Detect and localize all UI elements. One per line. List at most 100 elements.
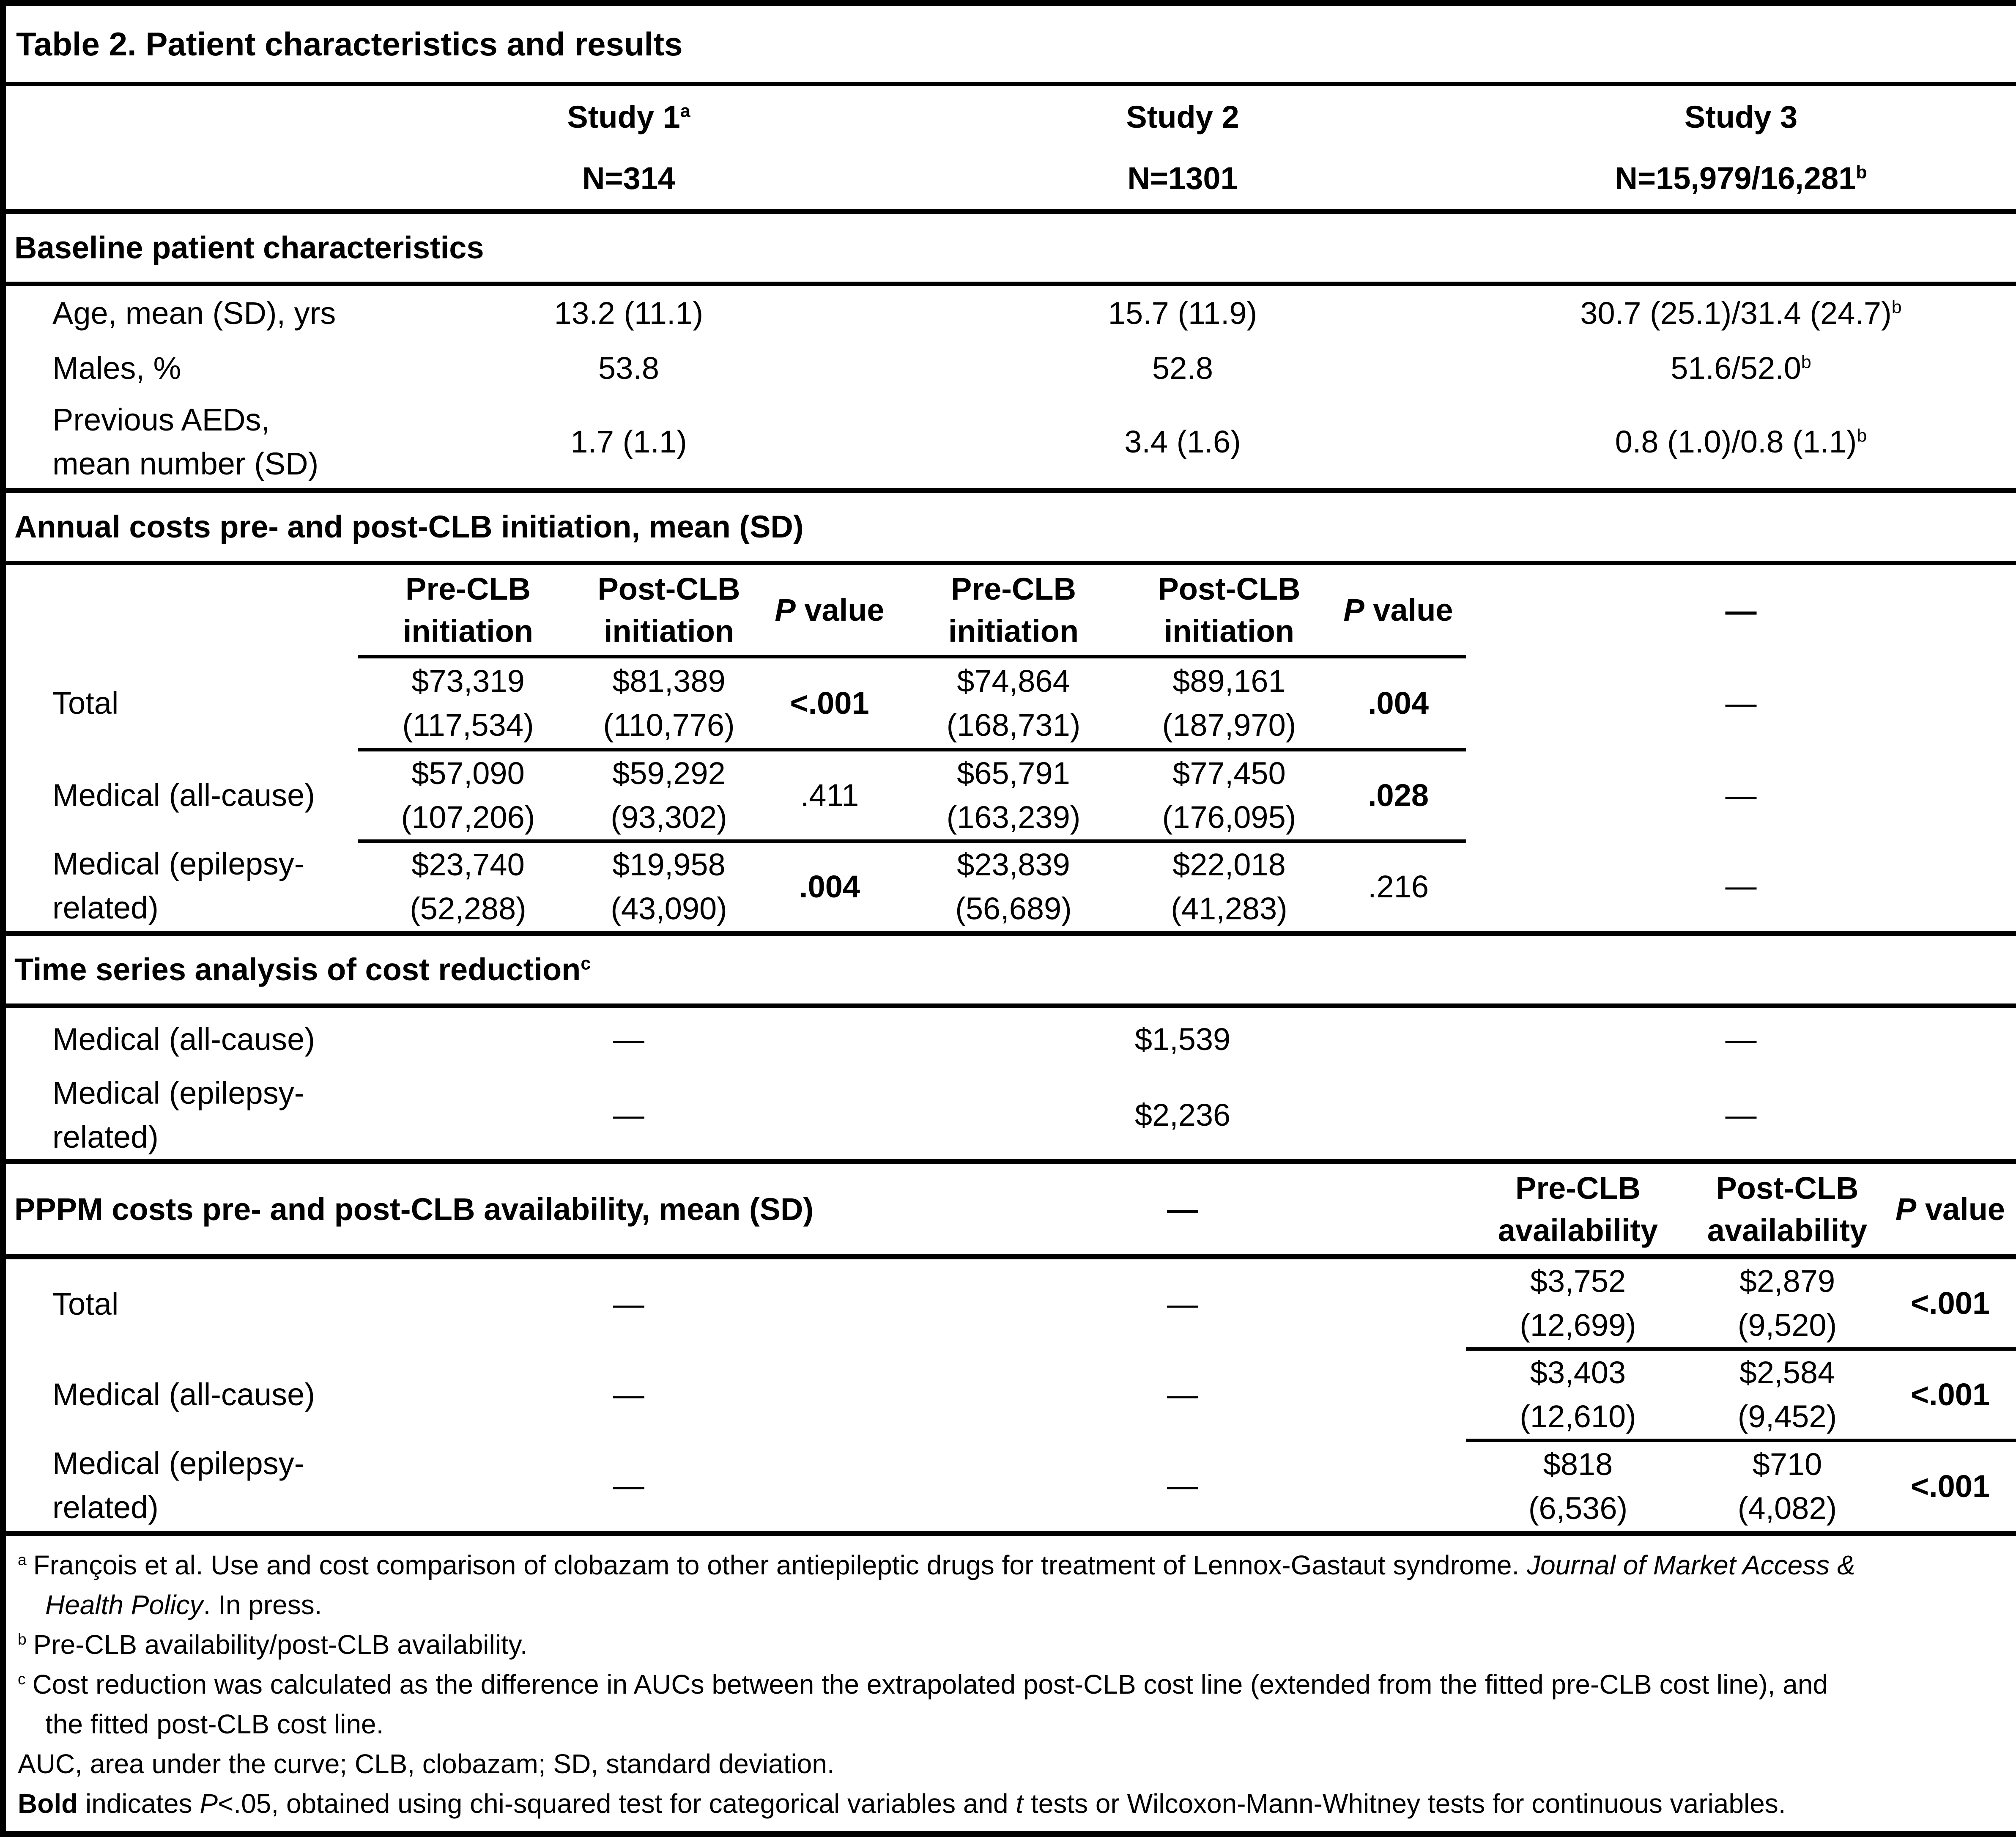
allcause-s1-post-value: $59,292: [612, 756, 726, 791]
footnote-bold-word: Bold: [18, 1788, 78, 1819]
allcause-s3-dash: —: [1725, 778, 1757, 813]
row-label-medical-epilepsy: Medical (epilepsy-related): [3, 841, 358, 936]
study2-p-value-header: P value: [1331, 563, 1466, 658]
footnote-b: b Pre-CLB availability/post-CLB availabil…: [18, 1625, 2004, 1664]
pppm-allcause-row: Medical (all-cause) — — $3,403 (12,610) $…: [3, 1349, 2016, 1442]
pppm-epilepsy-post: $710 (4,082): [1690, 1440, 1885, 1536]
allcause-s2-p: .028: [1331, 750, 1466, 843]
total-s2-post-value: $89,161: [1172, 664, 1286, 699]
study3-p-value-header: P value: [1885, 1162, 2016, 1259]
pppm-total-post-value: $2,879: [1739, 1264, 1835, 1299]
total-s1-post-value: $81,389: [612, 664, 726, 699]
epilepsy-s3-dash: —: [1466, 841, 2016, 936]
study2-header: Study 2 N=1301: [899, 84, 1466, 214]
ts-row-label-epilepsy: Medical (epilepsy-related): [3, 1071, 358, 1164]
annual-subheader-empty: [3, 563, 358, 657]
ts-epilepsy-study1: —: [358, 1071, 899, 1164]
row-label-previous-aeds: Previous AEDs, mean number (SD): [3, 396, 358, 493]
epilepsy-s1-pre: $23,740 (52,288): [358, 841, 578, 936]
age-row: Age, mean (SD), yrs 13.2 (11.1) 15.7 (11…: [3, 284, 2016, 341]
pppm-total-s1-dash: —: [613, 1286, 644, 1322]
timeseries-allcause-row: Medical (all-cause) — $1,539 —: [3, 1006, 2016, 1071]
pppm-epilepsy-post-value: $710: [1752, 1447, 1822, 1482]
study1-footnote-marker: a: [680, 101, 690, 121]
study2-p-rest: value: [1364, 592, 1453, 628]
total-s2-pre: $74,864 (168,731): [899, 657, 1128, 751]
allcause-s1-pre: $57,090 (107,206): [358, 750, 578, 843]
study3-footnote-marker: b: [1856, 162, 1867, 183]
total-s2-post: $89,161 (187,970): [1128, 657, 1331, 751]
study1-name: Study 1a: [367, 86, 891, 148]
epilepsy-s1-post-value: $19,958: [612, 847, 726, 882]
study2-name: Study 2: [1126, 99, 1239, 134]
footnote-b-marker: b: [18, 1630, 27, 1648]
pppm-allcause-pre: $3,403 (12,610): [1466, 1349, 1690, 1442]
previous-aeds-row: Previous AEDs, mean number (SD) 1.7 (1.1…: [3, 396, 2016, 493]
pppm-total-row: Total — — $3,752 (12,699) $2,879 (9,520) <…: [3, 1257, 2016, 1351]
allcause-s1-post: $59,292 (93,302): [578, 750, 760, 843]
pppm-total-p: <.001: [1885, 1257, 2016, 1351]
allcause-s2-post-sd: (176,095): [1162, 800, 1296, 835]
footnote-bold-end: tests or Wilcoxon-Mann-Whitney tests for…: [1023, 1788, 1786, 1819]
allcause-s1-p: .411: [760, 750, 899, 843]
table-title: Table 2. Patient characteristics and res…: [3, 3, 2016, 86]
epilepsy-s2-pre-sd: (56,689): [955, 891, 1072, 926]
footnote-c-marker: c: [18, 1670, 26, 1688]
study1-p-italic: P: [775, 592, 796, 628]
pppm-row-label-epilepsy: Medical (epilepsy-related): [3, 1440, 358, 1536]
footnote-a: a François et al. Use and cost comparison…: [18, 1545, 2004, 1625]
row-label-males: Males, %: [52, 351, 181, 386]
study1-label: Study 1: [567, 99, 680, 134]
timeseries-footnote-marker: c: [581, 953, 591, 974]
total-s1-p: <.001: [760, 657, 899, 751]
timeseries-section-row: Time series analysis of cost reductionc: [3, 933, 2016, 1008]
males-study3: 51.6/52.0b: [1466, 341, 2016, 396]
corner-cell: [3, 84, 358, 214]
pppm-epilepsy-s2-dash: —: [899, 1440, 1466, 1536]
pppm-epilepsy-pre: $818 (6,536): [1466, 1440, 1690, 1536]
total-s2-p: .004: [1331, 657, 1466, 751]
aeds-study1: 1.7 (1.1): [358, 396, 899, 493]
footnote-bold-note: Bold indicates P<.05, obtained using chi…: [18, 1784, 2004, 1823]
study3-n: N=15,979/16,281b: [1474, 148, 2008, 206]
row-label-total: Total: [52, 685, 119, 721]
epilepsy-s1-pre-value: $23,740: [411, 847, 525, 882]
ts-epilepsy-study3: —: [1466, 1071, 2016, 1164]
annual-medical-epilepsy-row: Medical (epilepsy-related) $23,740 (52,28…: [3, 841, 2016, 936]
pppm-epilepsy-post-sd: (4,082): [1737, 1491, 1837, 1526]
epilepsy-s2-pre: $23,839 (56,689): [899, 841, 1128, 936]
pppm-allcause-pre-sd: (12,610): [1520, 1399, 1636, 1434]
pppm-section-title: PPPM costs pre- and post-CLB availabilit…: [3, 1162, 899, 1259]
footnote-c-text-line2: the fitted post-CLB cost line.: [45, 1709, 384, 1739]
males-study3-value: 51.6/52.0: [1671, 351, 1801, 386]
pppm-row-label-allcause: Medical (all-cause): [52, 1377, 315, 1412]
baseline-section-row: Baseline patient characteristics: [3, 211, 2016, 286]
ts-row-label-allcause: Medical (all-cause): [52, 1022, 315, 1057]
study1-header: Study 1a N=314: [358, 84, 899, 214]
study3-header: Study 3 N=15,979/16,281b: [1466, 84, 2016, 214]
footnote-t-italic: t: [1016, 1788, 1024, 1819]
age-study3-footnote-marker: b: [1891, 297, 1902, 318]
study2-n: N=1301: [1127, 161, 1238, 196]
footnote-b-text: Pre-CLB availability/post-CLB availabili…: [33, 1629, 528, 1660]
footnote-a-journal-line1: Journal of Market Access &: [1527, 1550, 1855, 1580]
males-study1: 53.8: [598, 351, 660, 386]
pppm-allcause-post-value: $2,584: [1739, 1355, 1835, 1390]
age-study2: 15.7 (11.9): [1108, 296, 1257, 331]
footnote-a-end: . In press.: [203, 1590, 322, 1620]
footnote-p-italic: P: [200, 1788, 218, 1819]
study1-p-rest: value: [795, 592, 885, 628]
pppm-allcause-post-sd: (9,452): [1737, 1399, 1837, 1434]
total-s1-post-sd: (110,776): [603, 707, 735, 743]
pppm-allcause-post: $2,584 (9,452): [1690, 1349, 1885, 1442]
age-study1: 13.2 (11.1): [554, 296, 704, 331]
ts-allcause-study2: $1,539: [1134, 1022, 1231, 1057]
footnote-c-text-line1: Cost reduction was calculated as the dif…: [32, 1669, 1828, 1700]
study-header-row: Study 1a N=314 Study 2 N=1301 Study 3 N=…: [3, 84, 2016, 214]
pppm-epilepsy-pre-sd: (6,536): [1528, 1491, 1628, 1526]
age-study3-value: 30.7 (25.1)/31.4 (24.7): [1580, 296, 1892, 331]
ts-epilepsy-study2: $2,236: [899, 1071, 1466, 1164]
epilepsy-s1-post: $19,958 (43,090): [578, 841, 760, 936]
total-s2-pre-value: $74,864: [957, 664, 1070, 699]
total-s1-pre-sd: (117,534): [402, 707, 534, 743]
